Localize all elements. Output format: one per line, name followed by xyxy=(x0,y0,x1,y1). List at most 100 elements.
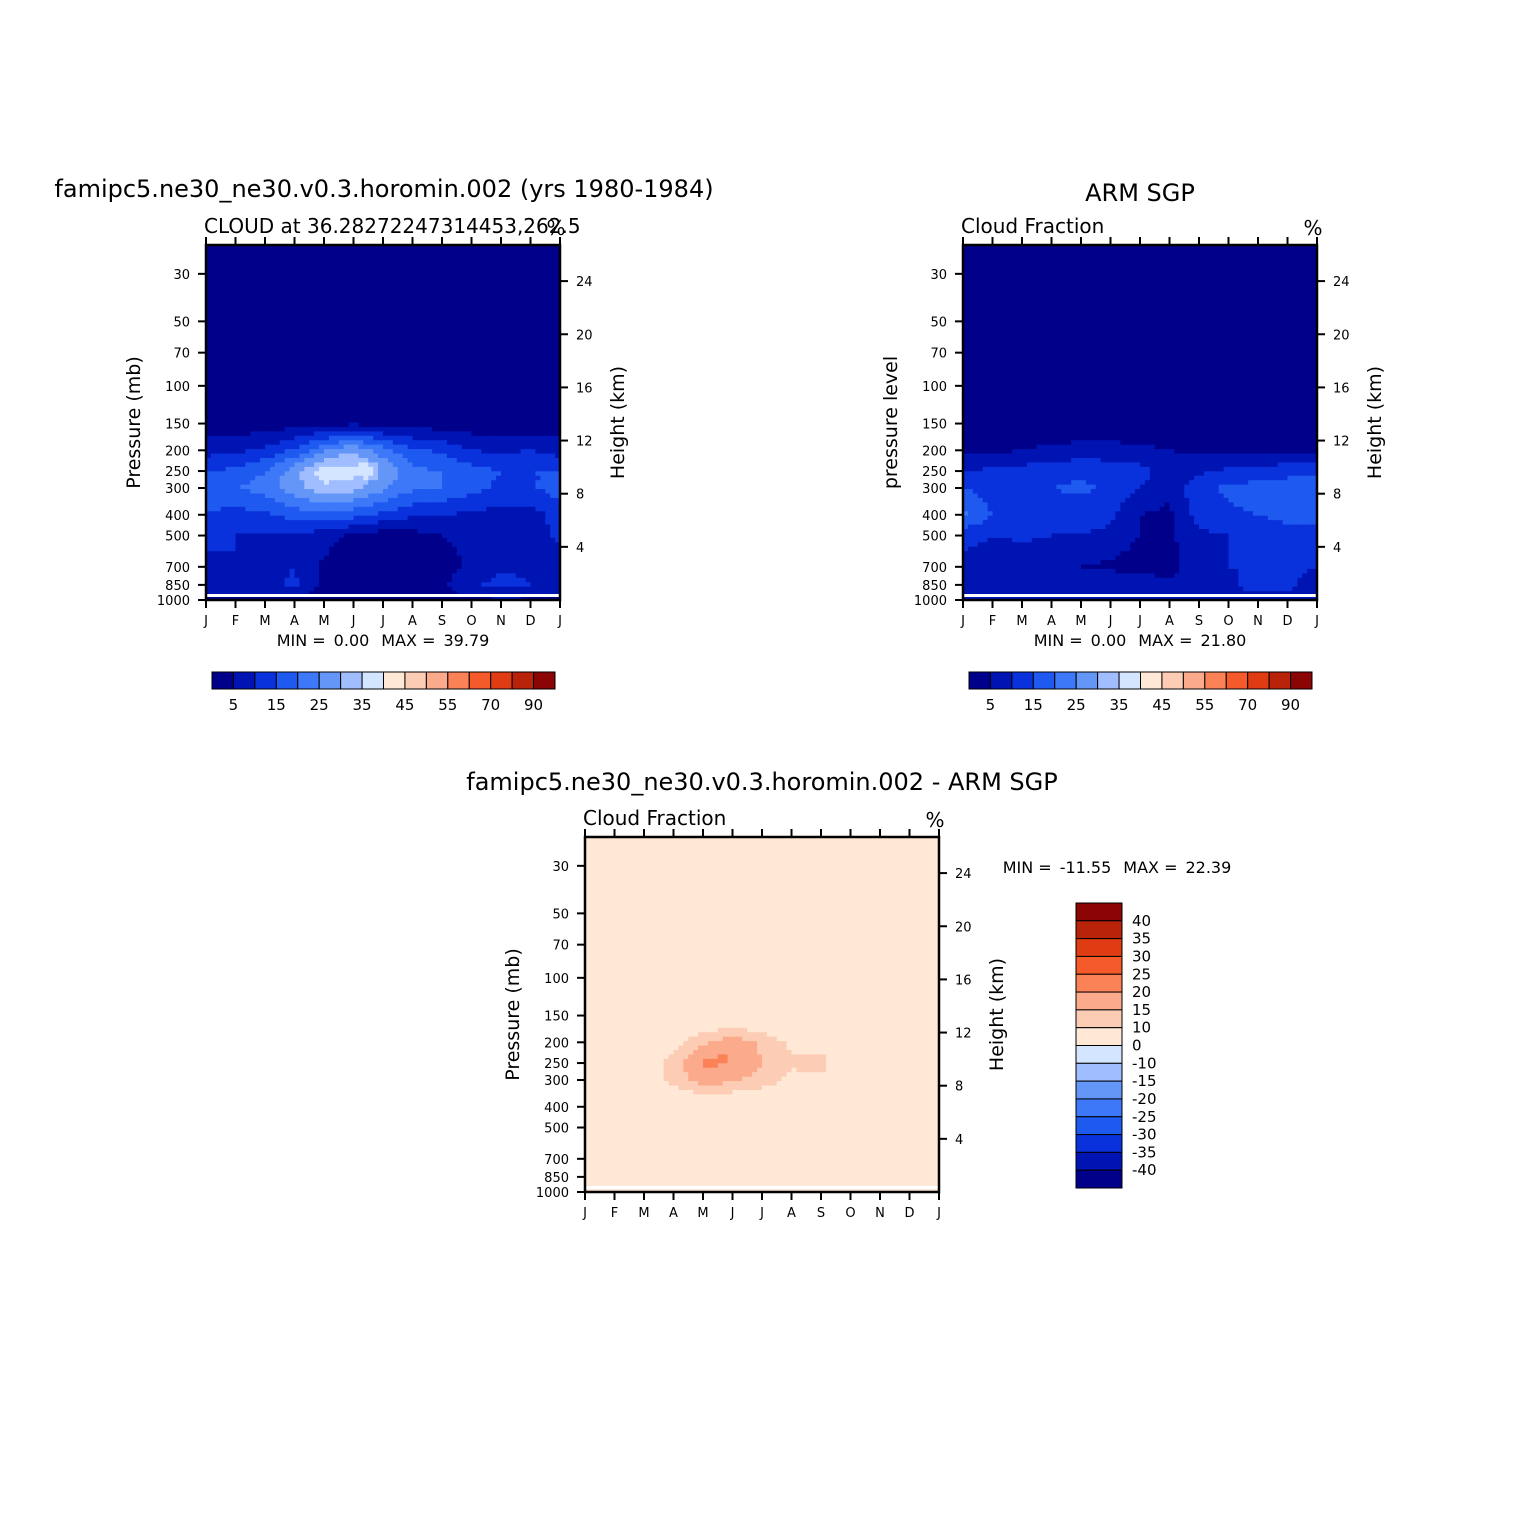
contour-cell xyxy=(333,311,340,317)
contour-cell xyxy=(427,351,433,357)
contour-cell xyxy=(269,533,276,539)
contour-cell xyxy=(545,360,551,366)
contour-cell xyxy=(319,276,325,282)
contour-cell xyxy=(392,311,399,317)
contour-cell xyxy=(392,355,399,361)
contour-cell xyxy=(299,537,305,543)
contour-cell xyxy=(319,475,325,481)
contour-cell xyxy=(265,418,271,424)
contour-cell xyxy=(368,493,374,499)
contour-cell xyxy=(245,524,251,530)
contour-cell xyxy=(555,289,561,295)
contour-cell xyxy=(235,333,242,339)
contour-cell xyxy=(299,351,305,357)
contour-cell xyxy=(437,355,443,361)
contour-cell xyxy=(491,360,497,366)
contour-cell xyxy=(530,515,537,521)
contour-cell xyxy=(378,355,384,361)
contour-cell xyxy=(319,537,325,543)
contour-cell xyxy=(383,262,389,268)
contour-cell xyxy=(260,289,266,295)
contour-cell xyxy=(501,471,507,477)
contour-cell xyxy=(240,529,246,535)
contour-cell xyxy=(309,551,315,557)
contour-cell xyxy=(515,506,522,512)
contour-cell xyxy=(324,329,330,335)
contour-cell xyxy=(220,378,227,384)
contour-cell xyxy=(260,347,266,353)
contour-cell xyxy=(387,347,394,353)
contour-cell xyxy=(240,426,246,432)
contour-cell xyxy=(309,320,315,326)
contour-cell xyxy=(333,298,340,304)
contour-cell xyxy=(466,395,473,401)
contour-cell xyxy=(407,302,414,308)
contour-cell xyxy=(279,422,286,428)
contour-cell xyxy=(289,524,296,530)
contour-cell xyxy=(392,537,399,543)
contour-cell xyxy=(289,542,296,548)
contour-cell xyxy=(294,249,301,255)
contour-cell xyxy=(383,493,389,499)
contour-cell xyxy=(210,440,217,446)
contour-cell xyxy=(304,418,310,424)
contour-cell xyxy=(520,480,527,486)
contour-cell xyxy=(515,387,522,393)
contour-cell xyxy=(279,267,286,273)
contour-cell xyxy=(240,316,246,322)
contour-cell xyxy=(535,258,541,264)
contour-cell xyxy=(407,271,414,277)
contour-cell xyxy=(501,307,507,313)
contour-cell xyxy=(206,271,212,277)
contour-cell xyxy=(491,387,497,393)
contour-cell xyxy=(255,458,261,464)
contour-cell xyxy=(545,324,551,330)
contour-cell xyxy=(510,533,517,539)
contour-cell xyxy=(491,506,497,512)
contour-cell xyxy=(550,506,556,512)
contour-cell xyxy=(437,529,443,535)
contour-cell xyxy=(476,267,482,273)
contour-field xyxy=(206,245,561,601)
contour-cell xyxy=(417,426,423,432)
contour-cell xyxy=(501,324,507,330)
contour-cell xyxy=(496,320,502,326)
contour-cell xyxy=(215,253,222,259)
contour-cell xyxy=(378,400,384,406)
contour-cell xyxy=(230,320,237,326)
contour-cell xyxy=(486,293,492,299)
contour-cell xyxy=(230,364,237,370)
contour-cell xyxy=(496,480,502,486)
contour-cell xyxy=(265,338,271,344)
contour-cell xyxy=(481,364,487,370)
contour-cell xyxy=(324,311,330,317)
contour-cell xyxy=(309,502,315,508)
contour-cell xyxy=(353,533,360,539)
contour-cell xyxy=(255,364,261,370)
contour-cell xyxy=(383,395,389,401)
contour-cell xyxy=(309,284,315,290)
contour-cell xyxy=(373,542,379,548)
contour-cell xyxy=(387,369,394,375)
contour-cell xyxy=(540,387,546,393)
contour-cell xyxy=(496,471,502,477)
contour-cell xyxy=(535,502,541,508)
contour-cell xyxy=(535,511,541,517)
contour-cell xyxy=(250,520,256,526)
contour-cell xyxy=(417,453,423,459)
contour-cell xyxy=(466,253,473,259)
contour-cell xyxy=(309,444,315,450)
contour-cell xyxy=(378,418,384,424)
contour-cell xyxy=(279,449,286,455)
contour-cell xyxy=(540,409,546,415)
contour-cell xyxy=(210,493,217,499)
contour-cell xyxy=(402,395,409,401)
contour-cell xyxy=(274,471,281,477)
contour-cell xyxy=(397,542,404,548)
contour-cell xyxy=(363,431,369,437)
contour-cell xyxy=(358,249,364,255)
contour-cell xyxy=(240,329,246,335)
contour-cell xyxy=(550,338,556,344)
contour-cell xyxy=(550,364,556,370)
contour-cell xyxy=(269,387,276,393)
